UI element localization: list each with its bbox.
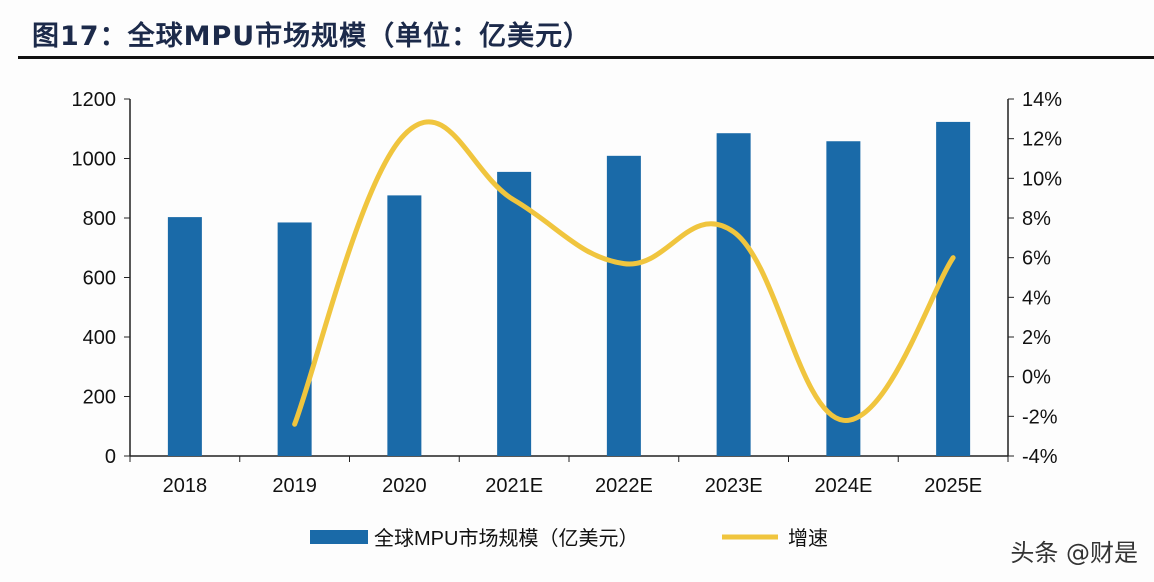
left-tick-label: 600 [83, 268, 116, 290]
chart-title: 图17：全球MPU市场规模（单位：亿美元） [32, 21, 592, 52]
right-tick-label: 10% [1022, 168, 1062, 190]
right-tick-label: 6% [1022, 248, 1051, 270]
bar-2020 [387, 195, 422, 456]
bar-2021E [497, 171, 532, 456]
left-tick-label: 1200 [72, 89, 117, 111]
x-tick-label: 2021E [485, 475, 543, 497]
right-tick-label: 14% [1022, 89, 1062, 111]
left-tick-label: 0 [105, 446, 116, 468]
bar-2025E [936, 121, 971, 456]
x-tick-label: 2023E [705, 475, 763, 497]
left-tick-label: 400 [83, 327, 116, 349]
x-tick-label: 2022E [595, 475, 653, 497]
legend-bar-label: 全球MPU市场规模（亿美元） [374, 527, 638, 550]
right-tick-label: -4% [1022, 446, 1058, 468]
watermark: 头条 @财是 [1010, 539, 1138, 567]
x-tick-label: 2018 [163, 475, 208, 497]
bar-2023E [716, 133, 751, 456]
legend-bar-swatch [310, 530, 368, 544]
right-tick-label: 4% [1022, 287, 1051, 309]
title-divider [18, 56, 1154, 59]
x-tick-label: 2020 [382, 475, 427, 497]
right-tick-label: 8% [1022, 208, 1051, 230]
bar-2022E [606, 155, 641, 456]
x-tick-label: 2025E [924, 475, 982, 497]
right-tick-label: 2% [1022, 327, 1051, 349]
right-tick-label: 12% [1022, 129, 1062, 151]
left-tick-label: 1000 [72, 149, 117, 171]
x-tick-label: 2019 [272, 475, 317, 497]
right-tick-label: -2% [1022, 406, 1058, 428]
left-tick-label: 200 [83, 387, 116, 409]
bar-2018 [167, 217, 202, 456]
bar-2024E [826, 141, 861, 456]
right-tick-label: 0% [1022, 367, 1051, 389]
legend-line-label: 增速 [788, 527, 828, 550]
left-tick-label: 800 [83, 208, 116, 230]
x-tick-label: 2024E [814, 475, 872, 497]
